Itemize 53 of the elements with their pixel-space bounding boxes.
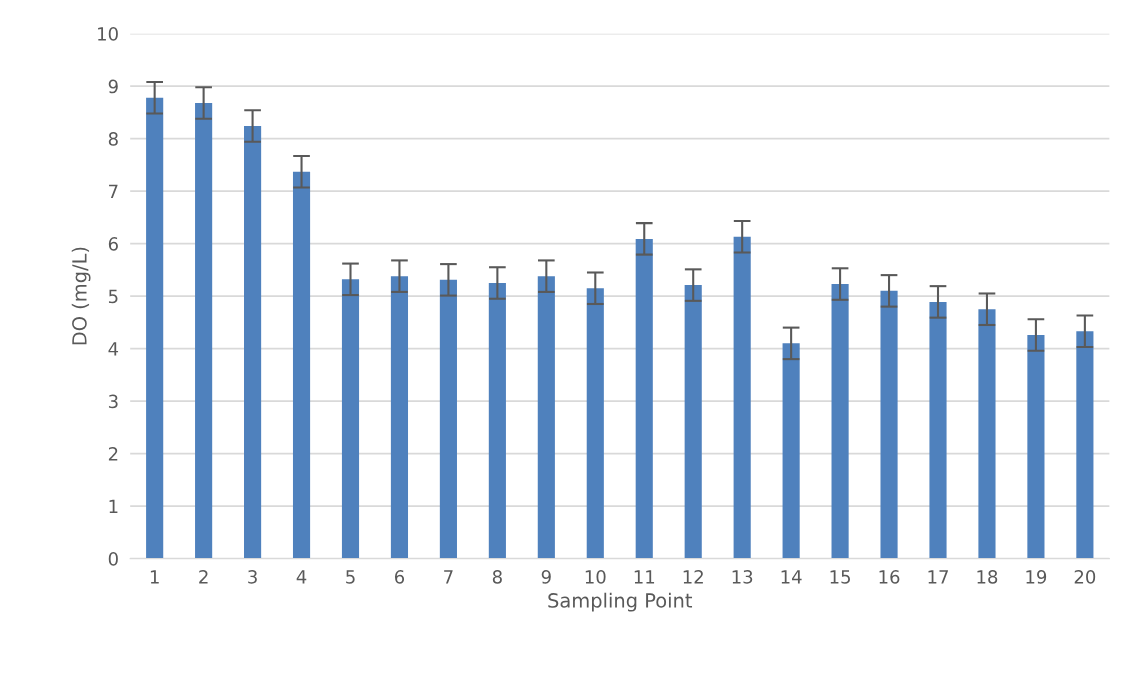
- x-axis-title: Sampling Point: [548, 592, 693, 612]
- x-tick-label: 13: [732, 570, 753, 584]
- bar: [292, 171, 311, 559]
- y-tick-label: 2: [108, 447, 118, 461]
- bar: [586, 288, 604, 559]
- x-tick-label: 11: [634, 570, 655, 584]
- bar: [1027, 334, 1045, 559]
- y-tick-label: 9: [108, 79, 118, 94]
- x-tick-label: 8: [492, 570, 502, 584]
- x-tick-label: 10: [585, 570, 606, 584]
- bar: [488, 283, 506, 559]
- x-tick-label: 5: [346, 570, 355, 584]
- y-tick-label: 8: [108, 132, 118, 146]
- bar: [146, 97, 164, 559]
- bar: [978, 309, 996, 559]
- x-tick-label: 17: [928, 570, 948, 584]
- bar: [537, 276, 555, 559]
- bar: [733, 236, 751, 559]
- y-tick-label: 5: [108, 289, 118, 304]
- y-axis-title: DO (mg/L): [71, 247, 91, 345]
- x-tick-label: 7: [444, 570, 453, 584]
- y-tick-label: 0: [108, 552, 118, 566]
- x-tick-label: 2: [199, 570, 208, 584]
- bar: [880, 290, 898, 559]
- x-tick-label: 1: [150, 570, 159, 584]
- bar: [439, 279, 457, 559]
- y-tick-label: 1: [109, 499, 118, 513]
- bar: [1076, 331, 1094, 559]
- x-tick-label: 18: [977, 570, 998, 584]
- bar: [684, 285, 702, 559]
- x-tick-label: 19: [1026, 570, 1047, 584]
- y-tick-label: 4: [108, 342, 119, 356]
- bar: [831, 284, 849, 559]
- x-tick-label: 4: [296, 570, 307, 584]
- y-tick-label: 10: [98, 27, 118, 41]
- bar: [635, 238, 653, 559]
- bar: [244, 126, 262, 559]
- bar: [390, 276, 409, 559]
- x-tick-label: 20: [1074, 570, 1096, 584]
- x-tick-label: 14: [781, 570, 802, 584]
- x-tick-label: 9: [541, 570, 551, 584]
- y-tick-label: 6: [108, 237, 118, 251]
- bar: [195, 102, 213, 559]
- y-tick-label: 7: [109, 184, 118, 198]
- x-tick-label: 12: [683, 570, 703, 584]
- x-tick-label: 3: [248, 570, 257, 584]
- bar: [782, 343, 800, 559]
- x-tick-label: 15: [830, 570, 850, 584]
- bar: [929, 301, 947, 559]
- x-tick-label: 16: [879, 570, 900, 584]
- bar: [341, 279, 360, 559]
- x-tick-label: 6: [394, 570, 405, 584]
- y-tick-label: 3: [108, 394, 118, 409]
